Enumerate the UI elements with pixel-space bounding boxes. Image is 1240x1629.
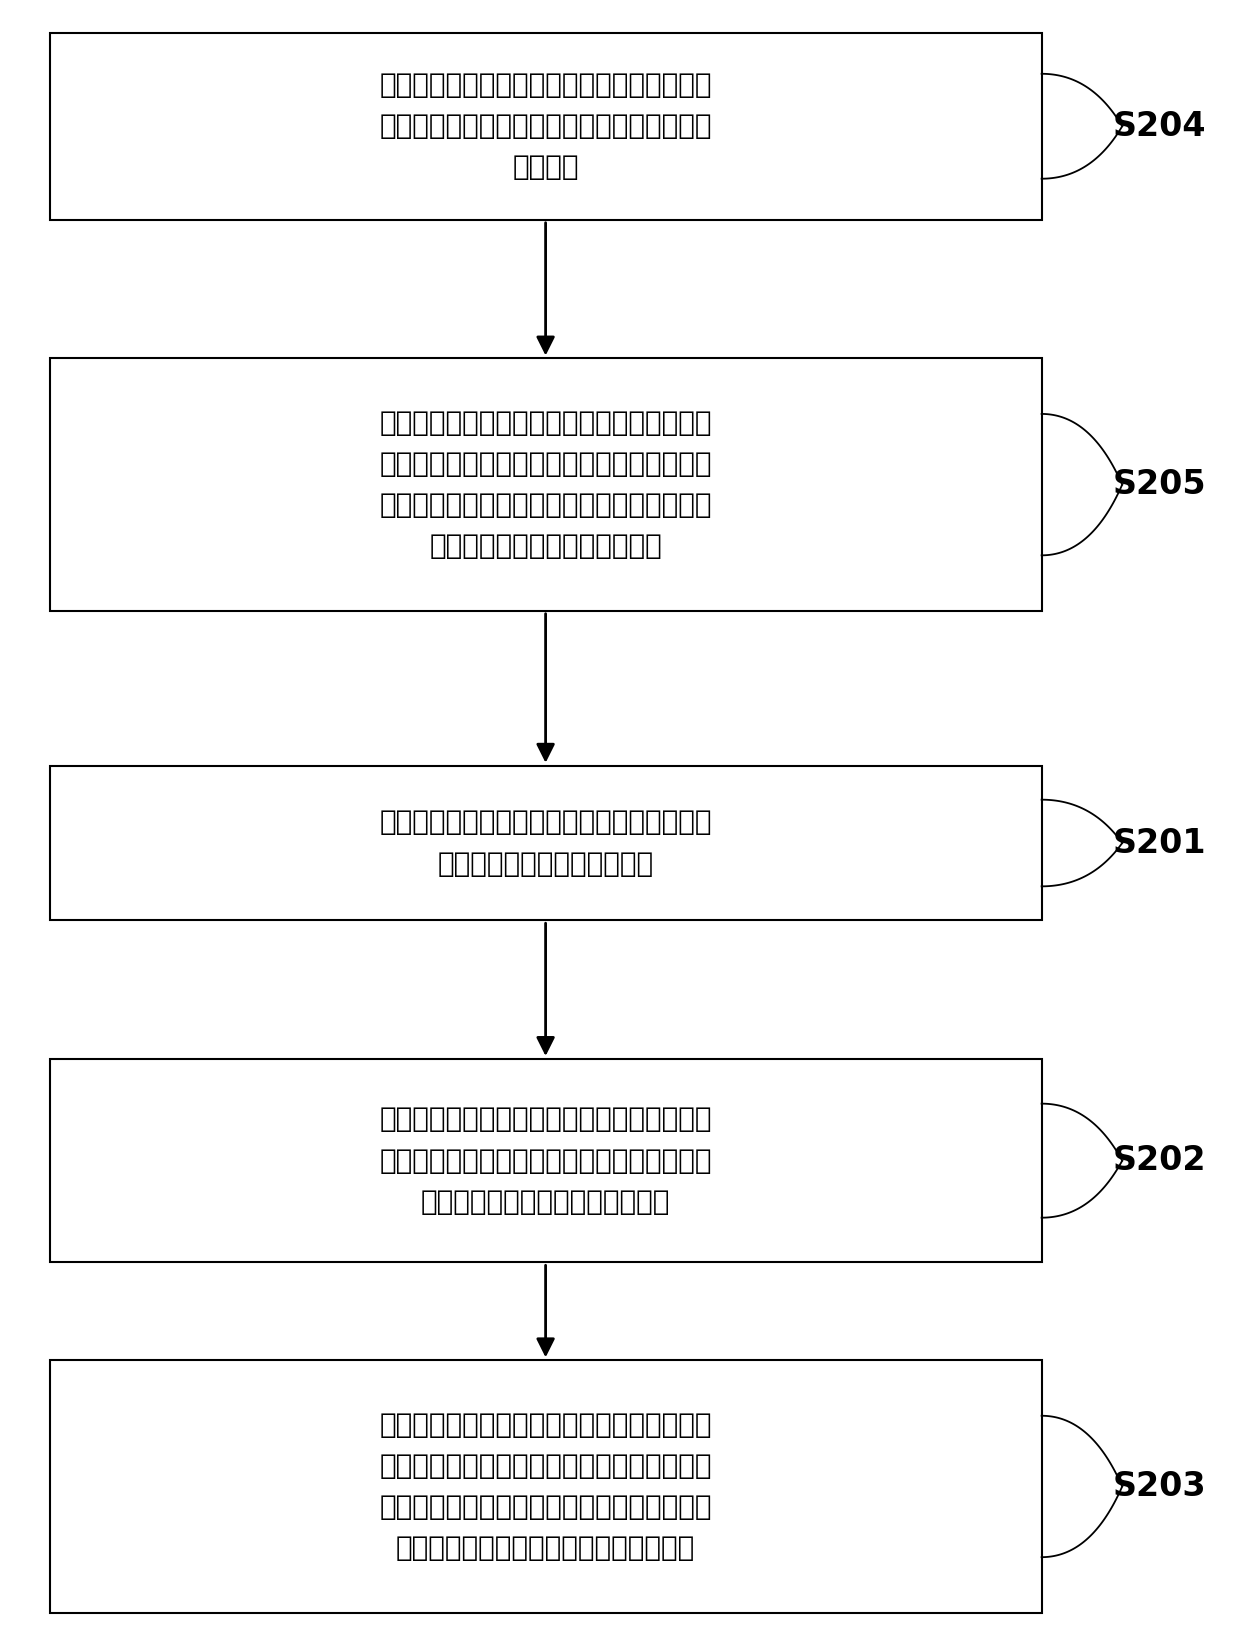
Bar <box>50 358 1042 611</box>
Text: 根据预先统计的所述第一器件和所述无线路由
器的第二器件的工作温度之间的实时数值关系
，估算所述第二器件的工作温度值: 根据预先统计的所述第一器件和所述无线路由 器的第二器件的工作温度之间的实时数值关… <box>379 1106 712 1215</box>
Bar <box>50 33 1042 220</box>
Text: S204: S204 <box>1112 109 1207 143</box>
Bar <box>50 1059 1042 1262</box>
Text: S202: S202 <box>1112 1144 1207 1178</box>
Bar <box>50 1360 1042 1613</box>
Text: 基于预先记录的数据，构建用于表示所述实时
数值关系的预设函数，所述预设函数的函数值
为所述第二器件的工作温度，所述预设函数的
变量为所述第一函数的工作温度: 基于预先记录的数据，构建用于表示所述实时 数值关系的预设函数，所述预设函数的函数… <box>379 409 712 560</box>
Text: 在无线路由器的运行过程中，获取所述无线路
由器的第一器件的工作温度值: 在无线路由器的运行过程中，获取所述无线路 由器的第一器件的工作温度值 <box>379 808 712 878</box>
Text: S201: S201 <box>1112 826 1207 860</box>
Text: 预先记录在所述无线路由器的各工作状态下所
述第一器件的工作温度值和所述第二器件的工
作温度值: 预先记录在所述无线路由器的各工作状态下所 述第一器件的工作温度值和所述第二器件的… <box>379 72 712 181</box>
Text: S205: S205 <box>1112 468 1207 502</box>
Text: S203: S203 <box>1112 1469 1207 1504</box>
Bar <box>50 766 1042 920</box>
Text: 根据所述第二器件的工作温度值和其额定工作
温度的差值，将所述无线路由器的射频功率放
大器的发射占空比设置为与所述差值对应的百
分比，以对所述无线路由器进行温度控: 根据所述第二器件的工作温度值和其额定工作 温度的差值，将所述无线路由器的射频功率… <box>379 1411 712 1562</box>
